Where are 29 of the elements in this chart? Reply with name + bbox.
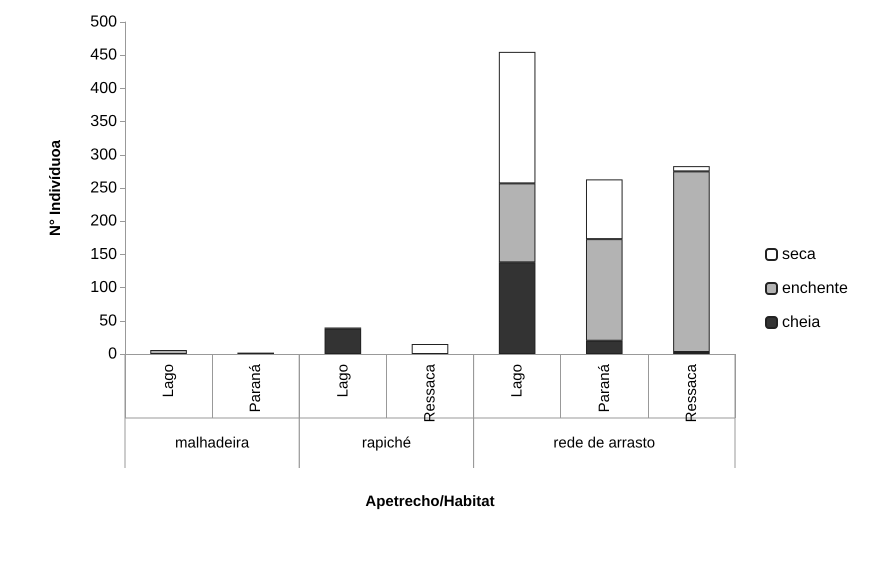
y-tick-label: 100: [90, 279, 118, 296]
bar: [150, 350, 187, 354]
text: rede de arrasto: [553, 434, 656, 452]
x-tick-label: Paraná: [247, 363, 264, 412]
x-tick-label: Lago: [334, 364, 352, 398]
y-tick-label: 50: [99, 312, 118, 330]
y-tick-label: 450: [90, 46, 118, 64]
y-tick-label: 150: [90, 246, 118, 263]
x-tick-label: Paraná: [596, 363, 613, 412]
y-tick-label: 0: [108, 346, 118, 362]
x-tick-label: Ressaca: [422, 363, 438, 422]
x-tick-label: Lago: [160, 364, 178, 398]
y-tick-label: 300: [90, 146, 118, 164]
legend-label: seca: [782, 246, 816, 263]
y-tick-label: 400: [90, 80, 118, 97]
bar: [412, 344, 448, 354]
y-axis-title: N° Indivíduoa: [47, 139, 64, 236]
bar: [324, 328, 362, 354]
x-tick-label: Lago: [508, 364, 526, 398]
y-tick-label: 350: [90, 113, 118, 130]
text: rapiché: [362, 434, 412, 452]
legend-label: cheia: [782, 314, 820, 331]
legend-label: enchente: [782, 280, 848, 297]
y-tick-label: 200: [90, 212, 118, 230]
text: malhadeira: [175, 434, 250, 452]
x-axis-title: Apetrecho/Habitat: [365, 493, 495, 510]
y-tick-label: 500: [90, 14, 118, 30]
x-tick-label: Ressaca: [682, 363, 700, 422]
y-tick-label: 250: [90, 180, 118, 196]
